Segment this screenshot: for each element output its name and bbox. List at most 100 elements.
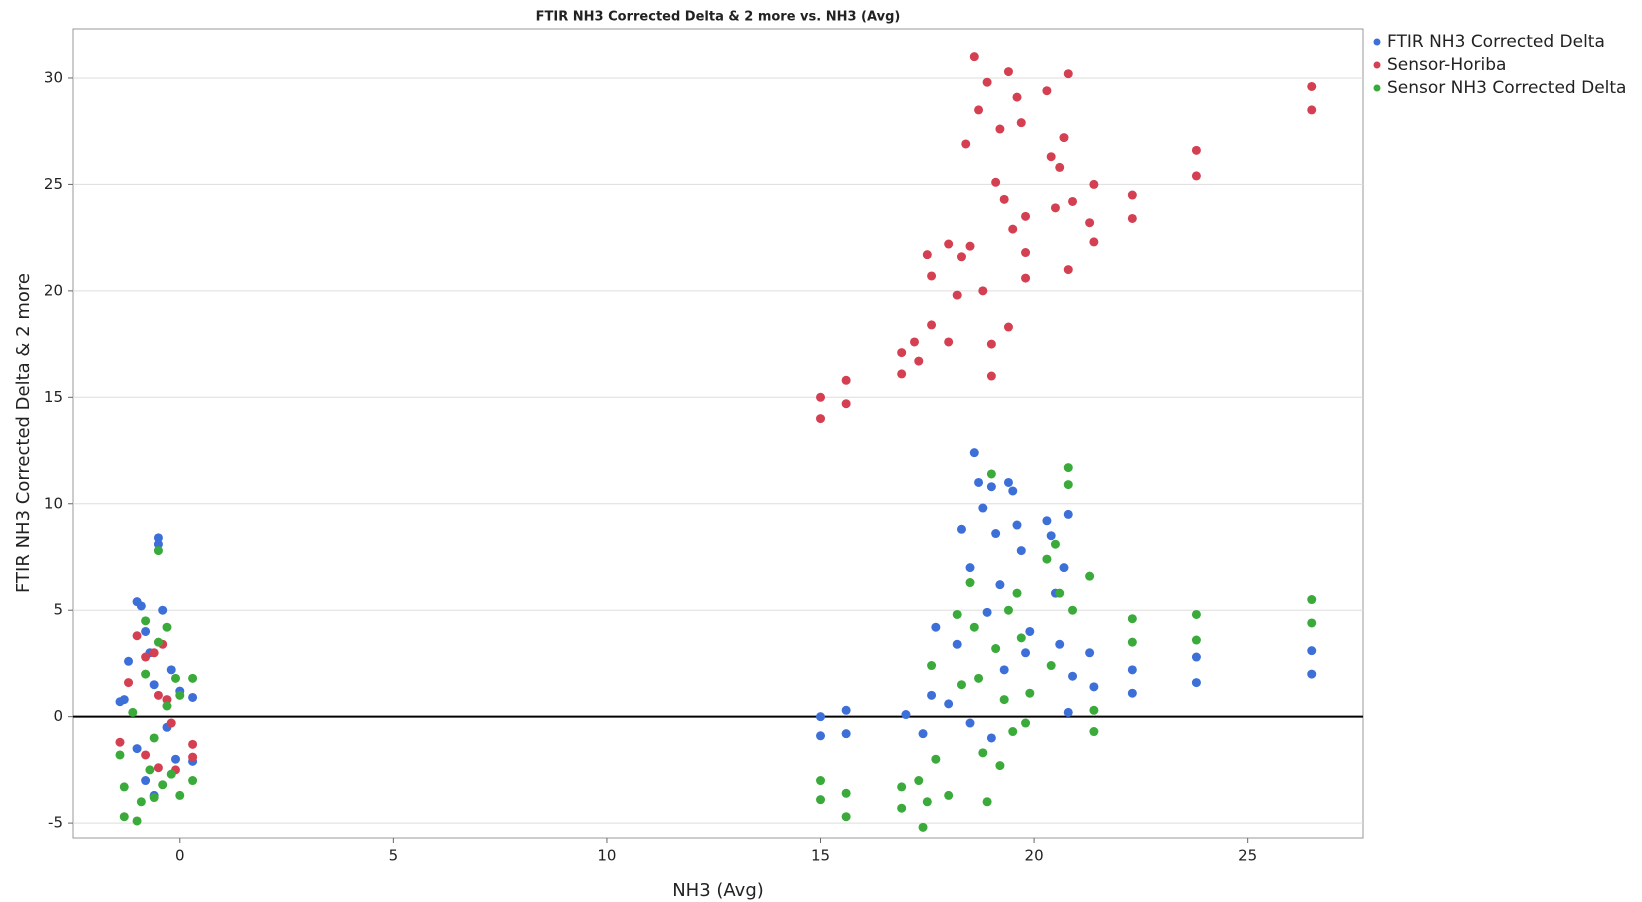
point [124,678,134,688]
point [188,692,198,702]
point [1025,626,1035,636]
point [965,241,975,251]
point [166,718,176,728]
point [986,469,996,479]
point [1063,480,1073,490]
point [1055,588,1065,598]
point [1307,646,1317,656]
point [136,601,146,611]
point [816,712,826,722]
point [1191,145,1201,155]
point [128,707,138,717]
point [1046,661,1056,671]
point [1021,248,1031,258]
point [841,375,851,385]
point [897,369,907,379]
point [816,414,826,424]
point [1046,531,1056,541]
point [1016,546,1026,556]
point [922,250,932,260]
point [956,680,966,690]
point [1089,705,1099,715]
x-tick-label: 20 [1025,847,1044,865]
point [166,769,176,779]
point [841,788,851,798]
point [982,607,992,617]
point [1191,652,1201,662]
point [153,533,163,543]
point [188,739,198,749]
point [816,795,826,805]
point [153,763,163,773]
point [897,803,907,813]
point [162,622,172,632]
point [841,812,851,822]
point [1307,618,1317,628]
point [1063,509,1073,519]
point [965,718,975,728]
point [1191,171,1201,181]
point [931,622,941,632]
x-tick-label: 25 [1238,847,1257,865]
y-tick-label: 30 [44,68,63,86]
point [1307,669,1317,679]
point [119,695,129,705]
point [141,626,151,636]
point [1063,265,1073,275]
point [1089,727,1099,737]
point [1042,86,1052,96]
point [952,639,962,649]
point [1089,179,1099,189]
point [1063,69,1073,79]
point [999,194,1009,204]
legend-swatch [1373,84,1381,92]
point [1012,588,1022,598]
point [132,744,142,754]
point [141,652,151,662]
point [974,105,984,115]
point [841,399,851,409]
point [166,665,176,675]
y-tick-label: 15 [44,388,63,406]
legend-swatch [1373,61,1381,69]
point [1191,609,1201,619]
point [1127,614,1137,624]
point [969,622,979,632]
point [841,705,851,715]
x-axis-label: NH3 (Avg) [672,880,764,901]
point [141,750,151,760]
point [158,605,168,615]
point [162,701,172,711]
point [1003,477,1013,487]
point [119,782,129,792]
point [1127,688,1137,698]
point [974,673,984,683]
point [1016,633,1026,643]
x-tick-label: 15 [811,847,830,865]
point [944,337,954,347]
chart-title: FTIR NH3 Corrected Delta & 2 more vs. NH… [536,10,901,25]
point [1008,224,1018,234]
point [927,661,937,671]
y-axis-label: FTIR NH3 Corrected Delta & 2 more [13,273,34,593]
point [918,822,928,832]
point [1050,203,1060,213]
y-tick-label: 0 [53,707,63,725]
point [153,690,163,700]
point [158,780,168,790]
point [1021,648,1031,658]
point [1042,554,1052,564]
point [153,539,163,549]
point [153,546,163,556]
point [124,656,134,666]
point [918,729,928,739]
point [1063,707,1073,717]
point [171,673,181,683]
point [132,631,142,641]
point [1085,571,1095,581]
point [162,695,172,705]
point [1307,105,1317,115]
point [944,790,954,800]
point [1003,605,1013,615]
point [982,77,992,87]
